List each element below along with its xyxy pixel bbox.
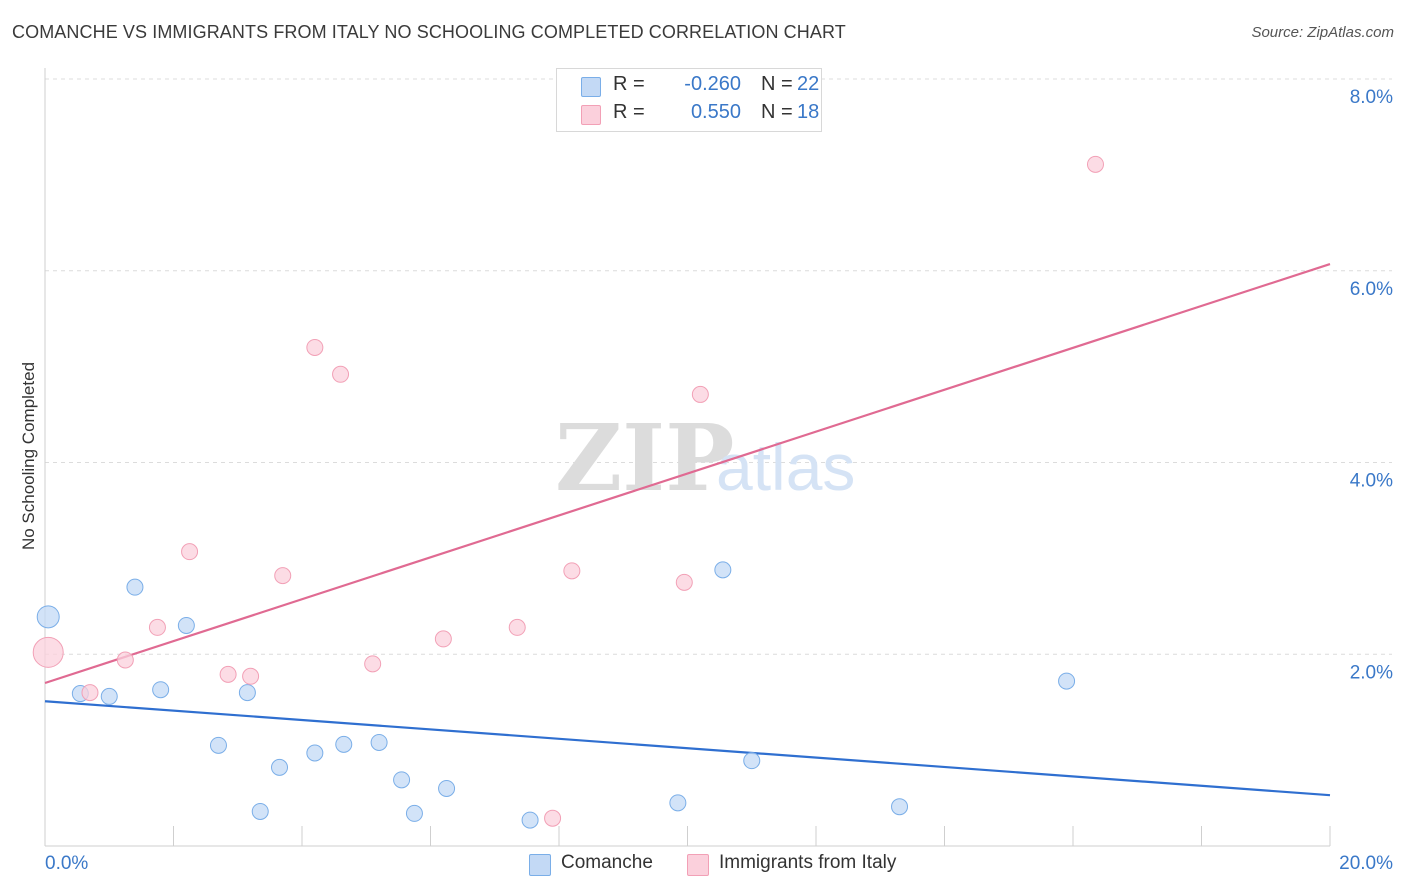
comanche-point	[335, 735, 353, 753]
comanche-point	[405, 804, 423, 822]
comanche-point	[714, 561, 732, 579]
italy-point	[32, 636, 64, 668]
legend-n-label: N =	[761, 101, 793, 123]
italy-point	[306, 338, 324, 356]
comanche-trend-line	[44, 700, 1331, 797]
comanche-point	[152, 681, 170, 699]
comanche-point	[36, 605, 60, 629]
comanche-point	[521, 811, 539, 829]
italy-point	[181, 543, 199, 561]
italy-point	[81, 684, 99, 702]
comanche-point	[669, 794, 687, 812]
italy-point	[242, 667, 260, 685]
axis-layer	[44, 68, 1331, 847]
bottom-legend-swatch-italy	[687, 854, 709, 876]
legend-r-value: 0.550	[690, 101, 741, 123]
bottom-legend-label-italy: Immigrants from Italy	[719, 852, 897, 873]
y-tick-label: 4.0%	[1350, 471, 1393, 492]
comanche-point	[1058, 672, 1076, 690]
comanche-point	[743, 752, 761, 770]
comanche-point	[393, 771, 411, 789]
italy-point	[274, 567, 292, 585]
italy-point	[332, 365, 350, 383]
comanche-point	[238, 684, 256, 702]
legend-n-value: 18	[797, 101, 820, 123]
y-tick-label: 6.0%	[1350, 279, 1393, 300]
comanche-point	[177, 616, 195, 634]
italy-point	[563, 562, 581, 580]
legend-r-label: R =	[613, 73, 645, 95]
legend-swatch-italy	[581, 105, 601, 125]
chart-title: COMANCHE VS IMMIGRANTS FROM ITALY NO SCH…	[12, 22, 846, 42]
bottom-legend-swatch-comanche	[529, 854, 551, 876]
comanche-point	[891, 798, 909, 816]
grid-layer	[45, 78, 1392, 655]
comanche-point	[438, 779, 456, 797]
comanche-point	[126, 578, 144, 596]
italy-point	[691, 385, 709, 403]
italy-point	[1086, 155, 1104, 173]
legend-r-value: -0.260	[684, 73, 741, 95]
italy-point	[148, 618, 166, 636]
italy-point	[116, 651, 134, 669]
bottom-legend-label-comanche: Comanche	[561, 852, 653, 873]
point-layer	[32, 155, 1104, 829]
comanche-point	[306, 744, 324, 762]
legend-n-value: 22	[797, 73, 820, 95]
stats-legend: R = -0.260 N = 22 R = 0.550 N = 18	[556, 68, 822, 132]
y-axis-label: No Schooling Completed	[19, 362, 38, 550]
legend-r-label: R =	[613, 101, 645, 123]
x-tick-label: 0.0%	[45, 853, 88, 874]
comanche-point	[370, 733, 388, 751]
italy-trend-line	[44, 262, 1331, 685]
comanche-point	[271, 758, 289, 776]
y-tick-label: 2.0%	[1350, 662, 1393, 683]
italy-point	[434, 630, 452, 648]
legend-swatch-comanche	[581, 77, 601, 97]
italy-point	[508, 618, 526, 636]
italy-point	[544, 809, 562, 827]
italy-point	[219, 665, 237, 683]
comanche-point	[100, 687, 118, 705]
italy-point	[675, 573, 693, 591]
x-tick-label: 20.0%	[1339, 853, 1393, 874]
chart-source: Source: ZipAtlas.com	[1251, 24, 1394, 41]
label-layer: 2.0% 4.0% 6.0% 8.0% 0.0% 20.0%	[45, 87, 1393, 874]
comanche-point	[209, 736, 227, 754]
legend-n-label: N =	[761, 73, 793, 95]
y-tick-label: 8.0%	[1350, 87, 1393, 108]
comanche-point	[251, 802, 269, 820]
italy-point	[364, 655, 382, 673]
trend-layer	[44, 262, 1331, 797]
watermark-zip: ZIP	[555, 404, 734, 512]
